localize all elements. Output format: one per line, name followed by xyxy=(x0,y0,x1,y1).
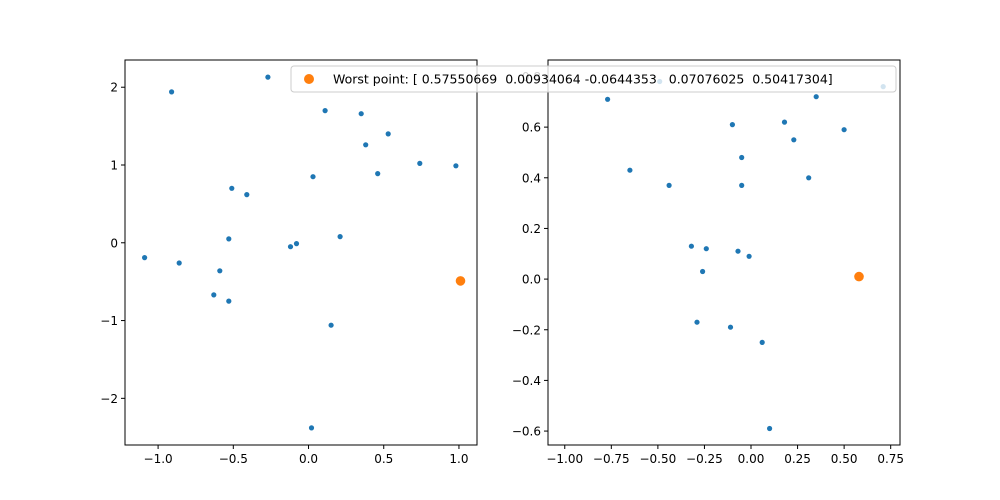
left-data-point xyxy=(453,163,459,169)
right-axes-frame xyxy=(547,59,901,446)
right-x-tick-label: 0.00 xyxy=(738,452,765,466)
right-data-point xyxy=(841,127,847,133)
right-data-point xyxy=(605,96,611,102)
left-data-point xyxy=(229,185,235,191)
left-data-point xyxy=(226,236,232,242)
legend-label-worst-point: Worst point: [ 0.57550669 0.00934064 -0.… xyxy=(333,72,833,87)
legend-frame xyxy=(290,65,897,93)
left-data-point xyxy=(385,131,391,137)
right-data-point xyxy=(746,253,752,259)
left-x-tick-label: −0.5 xyxy=(219,452,248,466)
left-data-point xyxy=(287,244,294,250)
left-x-tick-label: −1.0 xyxy=(144,452,173,466)
right-data-point xyxy=(813,94,819,100)
left-data-point xyxy=(211,292,217,298)
left-y-tick-label: 0 xyxy=(110,236,118,250)
left-data-point xyxy=(142,255,148,261)
left-data-point xyxy=(293,241,300,247)
right-data-point xyxy=(694,319,700,325)
right-x-tick-label: −1.00 xyxy=(546,452,583,466)
left-x-tick-label: 0.5 xyxy=(374,452,393,466)
right-data-point xyxy=(627,167,633,173)
left-data-point xyxy=(265,74,271,80)
left-data-point xyxy=(308,425,315,431)
left-y-tick-label: 1 xyxy=(110,159,118,173)
left-axes-frame xyxy=(124,59,478,446)
left-data-point xyxy=(176,260,182,266)
right-data-point xyxy=(729,122,736,128)
right-data-point xyxy=(791,137,797,143)
right-data-point xyxy=(806,175,812,181)
left-y-tick-label: −1 xyxy=(100,314,118,328)
right-y-tick-label: −0.4 xyxy=(512,374,541,388)
right-data-point xyxy=(781,119,788,125)
left-data-point xyxy=(358,111,364,117)
left-data-point xyxy=(417,160,423,166)
left-x-tick-label: 0.0 xyxy=(299,452,318,466)
left-data-point xyxy=(217,268,223,274)
right-data-point xyxy=(739,154,745,161)
left-data-point xyxy=(363,142,369,148)
left-data-point xyxy=(337,234,343,240)
left-data-point xyxy=(310,174,316,180)
left-data-point xyxy=(169,89,175,95)
right-x-tick-label: −0.25 xyxy=(686,452,723,466)
right-worst-point xyxy=(854,271,864,282)
left-data-point xyxy=(226,298,232,304)
right-x-tick-label: −0.75 xyxy=(593,452,630,466)
right-x-tick-label: 0.50 xyxy=(831,452,858,466)
right-y-tick-label: −0.2 xyxy=(512,323,541,337)
left-data-point xyxy=(244,192,250,198)
left-data-point xyxy=(322,108,328,114)
right-data-point xyxy=(759,339,765,345)
right-y-tick-label: 0.2 xyxy=(522,222,541,236)
legend: Worst point: [ 0.57550669 0.00934064 -0.… xyxy=(290,65,897,93)
right-data-point xyxy=(700,268,706,275)
left-data-point xyxy=(328,322,334,328)
left-x-tick-label: 1.0 xyxy=(449,452,468,466)
right-data-point xyxy=(727,324,734,330)
right-data-point xyxy=(735,248,741,254)
right-y-tick-label: −0.6 xyxy=(512,425,541,439)
left-worst-point xyxy=(455,276,466,286)
left-y-tick-label: 2 xyxy=(110,81,118,95)
legend-marker-worst-point xyxy=(304,74,314,84)
left-y-tick-label: −2 xyxy=(100,392,118,406)
right-x-tick-label: 0.75 xyxy=(877,452,904,466)
right-data-point xyxy=(688,243,695,249)
right-data-point xyxy=(767,425,773,432)
right-data-point xyxy=(739,182,745,188)
right-y-tick-label: 0.6 xyxy=(522,121,541,135)
right-x-tick-label: 0.25 xyxy=(784,452,811,466)
left-data-point xyxy=(375,171,381,177)
right-data-point xyxy=(703,246,709,252)
right-x-tick-label: −0.50 xyxy=(639,452,676,466)
left-scatter-plot: −1.0 −0.5 0.0 0.5 1.0 −2 −1 0 1 2 xyxy=(100,59,478,466)
right-y-tick-label: 0.4 xyxy=(522,171,541,185)
right-y-tick-label: 0.0 xyxy=(522,273,541,287)
right-data-point xyxy=(666,182,672,188)
